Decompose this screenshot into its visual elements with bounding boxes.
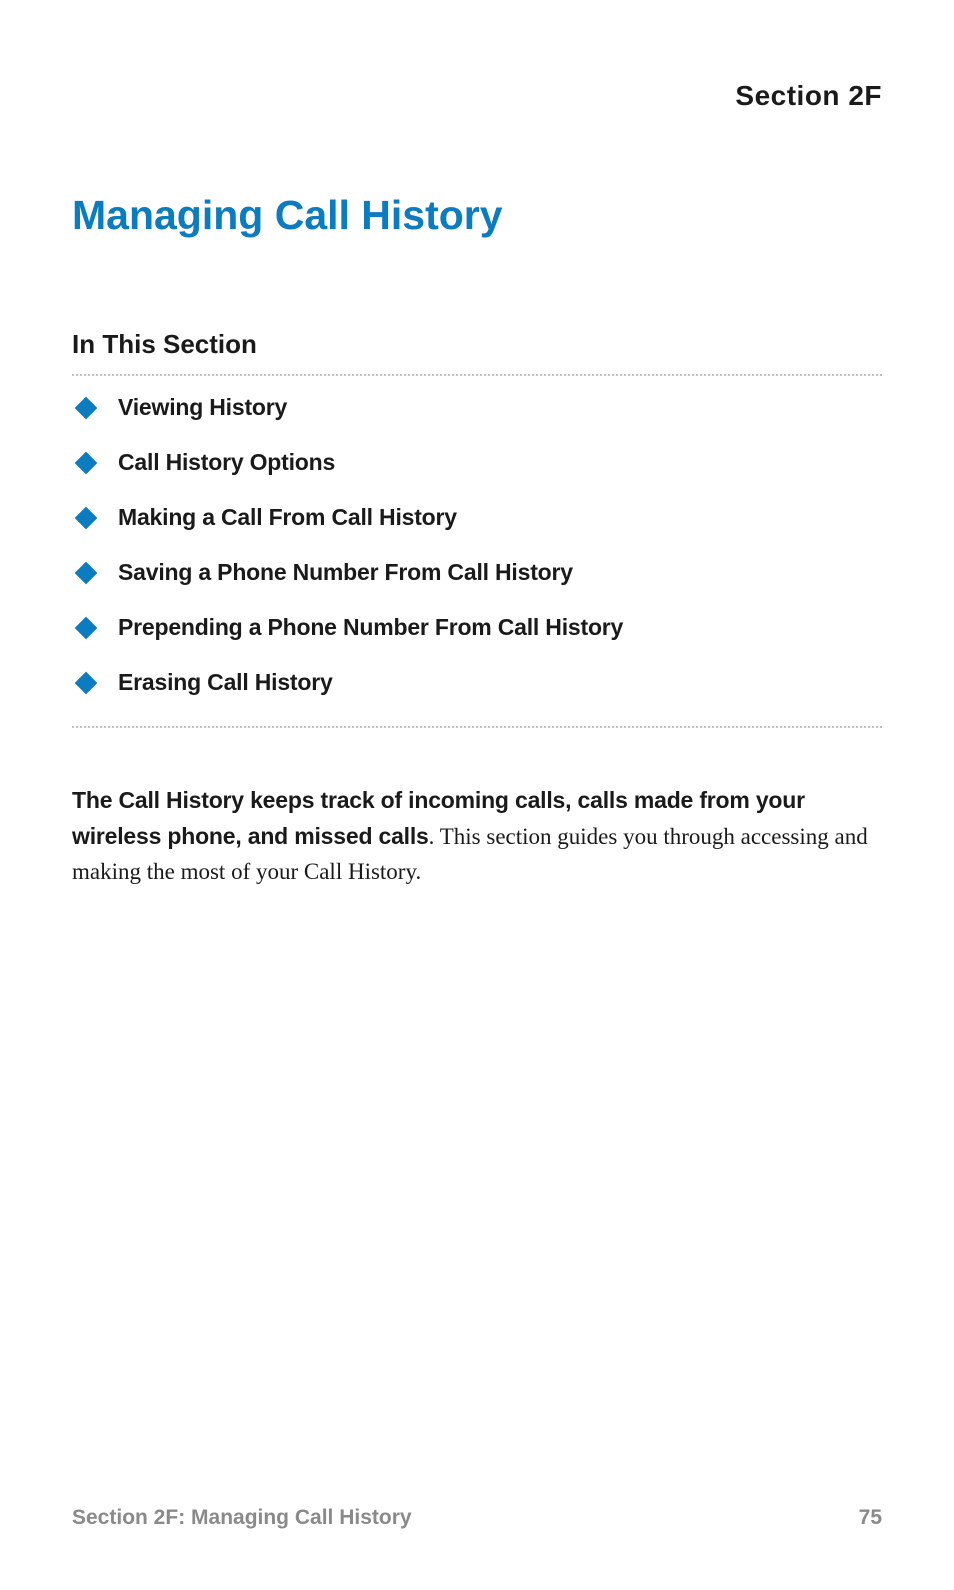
toc-item: Erasing Call History [72,669,882,696]
divider-bottom [72,726,882,728]
toc-item-label: Call History Options [118,449,335,476]
toc-item-label: Making a Call From Call History [118,504,457,531]
footer-page-number: 75 [859,1506,882,1530]
diamond-bullet-icon [75,616,98,639]
toc-item-label: Erasing Call History [118,669,333,696]
toc-item: Call History Options [72,449,882,476]
toc-list: Viewing History Call History Options Mak… [72,376,882,726]
page-title: Managing Call History [72,192,882,239]
diamond-bullet-icon [75,451,98,474]
toc-item: Saving a Phone Number From Call History [72,559,882,586]
toc-item-label: Prepending a Phone Number From Call Hist… [118,614,623,641]
section-label: Section 2F [72,80,882,112]
toc-item: Making a Call From Call History [72,504,882,531]
diamond-bullet-icon [75,671,98,694]
footer-section-title: Section 2F: Managing Call History [72,1506,412,1530]
toc-item-label: Viewing History [118,394,287,421]
in-this-section-heading: In This Section [72,329,882,360]
toc-item: Viewing History [72,394,882,421]
diamond-bullet-icon [75,561,98,584]
toc-item: Prepending a Phone Number From Call Hist… [72,614,882,641]
body-paragraph: The Call History keeps track of incoming… [72,783,882,890]
page-footer: Section 2F: Managing Call History 75 [72,1506,882,1530]
page-container: Section 2F Managing Call History In This… [0,0,954,1590]
diamond-bullet-icon [75,396,98,419]
toc-item-label: Saving a Phone Number From Call History [118,559,573,586]
diamond-bullet-icon [75,506,98,529]
